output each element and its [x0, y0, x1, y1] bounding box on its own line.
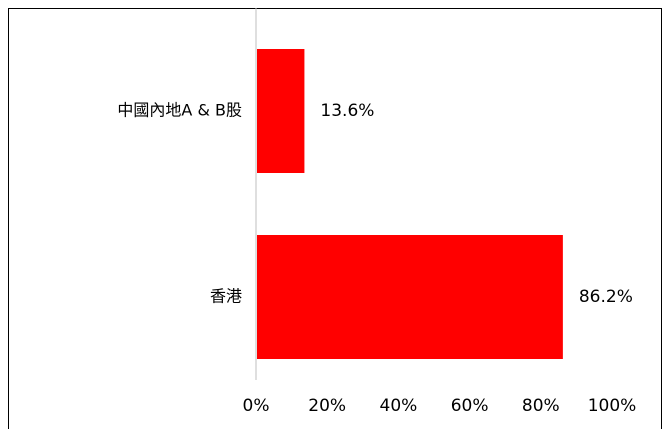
- x-tick-label: 100%: [588, 396, 637, 416]
- x-tick-label: 0%: [243, 396, 270, 416]
- bar: [257, 49, 305, 173]
- x-tick-label: 60%: [451, 396, 489, 416]
- x-tick-label: 40%: [380, 396, 418, 416]
- x-tick-label: 20%: [308, 396, 346, 416]
- data-label: 86.2%: [579, 287, 633, 307]
- data-label: 13.6%: [320, 101, 374, 121]
- bar: [257, 235, 563, 359]
- x-tick-label: 80%: [522, 396, 560, 416]
- category-label: 中國內地A & B股: [117, 101, 242, 120]
- category-label: 香港: [210, 287, 242, 306]
